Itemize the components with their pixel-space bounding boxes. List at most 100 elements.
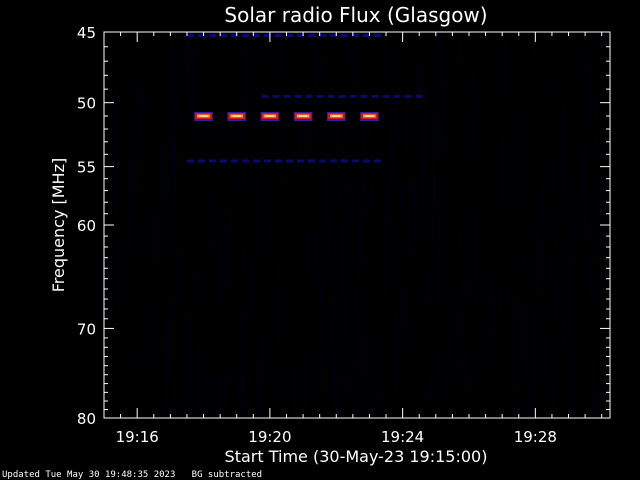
noise-streak	[439, 214, 440, 303]
noise-streak	[336, 371, 338, 418]
burst-peak	[332, 115, 341, 117]
noise-streak	[171, 297, 173, 360]
x-tick-label: 19:20	[248, 428, 291, 446]
noise-streak	[405, 291, 407, 354]
noise-streak	[436, 351, 438, 385]
noise-streak	[563, 104, 565, 194]
noise-streak	[448, 296, 449, 385]
noise-streak	[522, 304, 523, 362]
noise-streak	[109, 156, 111, 228]
faint-emission-mark	[220, 34, 227, 37]
faint-emission-mark	[319, 159, 326, 163]
noise-streak	[475, 373, 477, 391]
noise-streak	[418, 125, 420, 176]
noise-streak	[537, 216, 539, 296]
noise-streak	[139, 91, 141, 114]
noise-streak	[352, 237, 354, 262]
faint-emission-mark	[415, 94, 423, 98]
noise-streak	[332, 302, 334, 345]
faint-emission-mark	[404, 94, 412, 98]
noise-streak	[540, 240, 542, 279]
noise-streak	[304, 352, 306, 418]
noise-streak	[168, 298, 170, 382]
noise-streak	[529, 381, 531, 418]
noise-streak	[199, 384, 201, 418]
noise-streak	[188, 33, 190, 116]
noise-streak	[258, 364, 260, 418]
noise-streak	[158, 213, 160, 263]
noise-streak	[326, 59, 328, 153]
noise-streak	[524, 97, 526, 140]
noise-streak	[278, 289, 280, 350]
noise-streak	[371, 186, 373, 211]
faint-emission-mark	[363, 34, 370, 37]
noise-streak	[276, 70, 277, 141]
y-tick-label: 70	[77, 320, 96, 338]
noise-streak	[434, 175, 436, 251]
x-axis-label: Start Time (30-May-23 19:15:00)	[225, 447, 488, 466]
noise-streak	[296, 65, 298, 122]
noise-streak	[363, 363, 365, 418]
noise-streak	[526, 305, 528, 376]
noise-streak	[345, 183, 347, 200]
noise-streak	[552, 49, 554, 118]
faint-emission-mark	[294, 94, 302, 98]
y-tick-label: 50	[77, 95, 96, 113]
noise-streak	[106, 243, 108, 320]
noise-streak	[118, 238, 120, 310]
noise-streak	[331, 348, 333, 399]
faint-emission-mark	[209, 159, 216, 163]
noise-streak	[315, 36, 317, 98]
noise-streak	[573, 346, 574, 418]
burst-layer	[194, 112, 379, 121]
noise-streak	[349, 123, 351, 171]
faint-emission-mark	[349, 94, 357, 98]
noise-streak	[355, 289, 357, 368]
noise-streak	[142, 72, 144, 102]
noise-streak	[519, 121, 520, 212]
noise-streak	[446, 372, 448, 402]
faint-emission-mark	[187, 34, 194, 37]
noise-streak	[136, 162, 138, 196]
faint-emission-mark	[275, 34, 282, 37]
noise-streak	[476, 212, 478, 304]
faint-emission-mark	[253, 159, 260, 163]
noise-streak	[473, 71, 475, 149]
noise-streak	[116, 88, 118, 161]
faint-emission-mark	[209, 34, 216, 37]
faint-emission-mark	[360, 94, 368, 98]
noise-streak	[125, 320, 127, 415]
noise-streak	[506, 285, 508, 309]
noise-streak	[564, 307, 566, 335]
noise-streak	[190, 392, 192, 418]
noise-streak	[218, 239, 220, 303]
noise-streak	[164, 341, 166, 418]
noise-streak	[128, 182, 130, 253]
faint-emission-mark	[382, 94, 390, 98]
noise-streak	[412, 172, 414, 195]
noise-streak	[533, 306, 535, 368]
noise-streak	[504, 41, 506, 94]
noise-streak	[167, 322, 169, 409]
noise-streak	[584, 32, 586, 73]
noise-streak	[269, 218, 271, 241]
y-tick-label: 45	[77, 24, 96, 42]
noise-streak	[243, 246, 245, 272]
noise-streak	[562, 325, 564, 346]
noise-streak	[322, 277, 324, 370]
noise-streak	[435, 34, 437, 52]
noise-streak	[224, 355, 226, 409]
noise-streak	[584, 308, 586, 332]
noise-streak	[553, 158, 555, 193]
faint-emission-mark	[374, 159, 381, 163]
noise-streak	[556, 240, 558, 262]
noise-streak	[593, 258, 595, 312]
noise-streak	[321, 369, 323, 398]
noise-streak	[198, 345, 200, 403]
noise-streak	[328, 217, 330, 239]
y-axis-label: Frequency [MHz]	[49, 158, 68, 292]
noise-streak	[314, 230, 316, 266]
faint-emission-mark	[341, 34, 348, 37]
